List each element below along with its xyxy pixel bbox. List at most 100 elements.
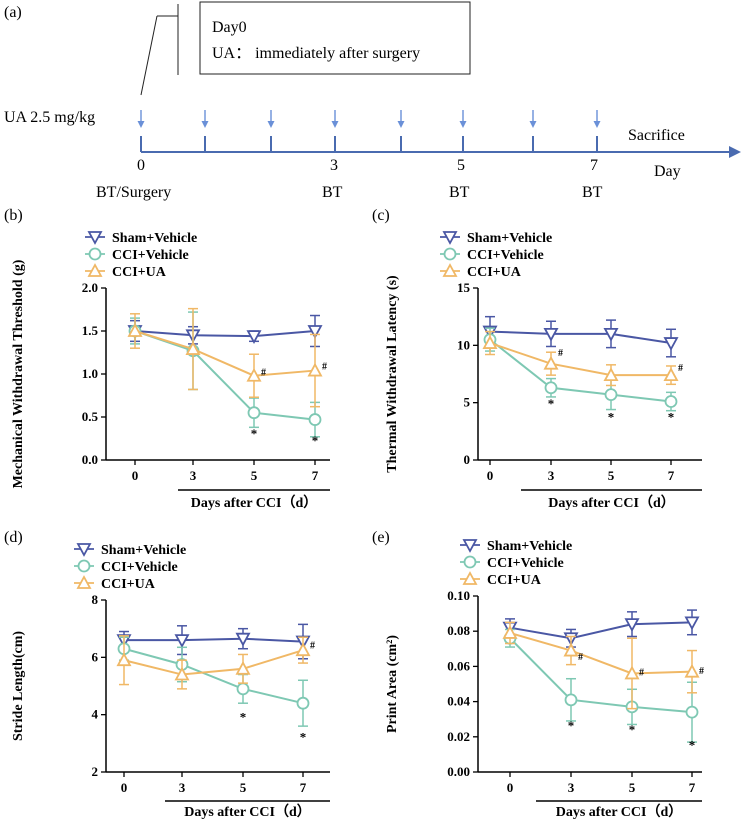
significance-hash: #	[261, 367, 266, 378]
legend-item: CCI+UA	[440, 263, 522, 280]
y-tick-label: 0.08	[447, 623, 470, 638]
data-point	[664, 395, 678, 408]
dose-arrow-head	[267, 121, 275, 128]
legend-item: Sham+Vehicle	[460, 539, 572, 554]
legend-label: CCI+Vehicle	[487, 556, 564, 571]
x-tick-label: 7	[312, 468, 319, 483]
series-cci-ua	[127, 307, 323, 408]
data-point	[307, 362, 323, 377]
legend-item: CCI+Vehicle	[74, 559, 178, 575]
y-tick-label: 0.02	[447, 729, 470, 744]
tick-num-7: 7	[590, 157, 598, 174]
data-point	[236, 682, 250, 696]
data-point	[624, 665, 640, 680]
legend-marker	[87, 263, 103, 277]
dose-label: UA 2.5 mg/kg	[4, 109, 95, 126]
tick-bt-3: BT	[322, 184, 343, 201]
y-tick-label: 0.00	[447, 764, 470, 779]
legend-label: Sham+Vehicle	[467, 231, 552, 246]
significance-hash: #	[639, 668, 644, 679]
callout-line-diagonal	[140, 15, 158, 96]
significance-hash: #	[558, 348, 563, 359]
series-line	[509, 631, 693, 675]
series-line	[509, 637, 693, 714]
legend-item: CCI+Vehicle	[460, 555, 564, 571]
chart-panel-3: (d) 2 4 6 8 0 3 5 7 Stride Length(cm) Days after C…	[4, 529, 330, 820]
data-point	[246, 330, 262, 345]
legend-item: CCI+Vehicle	[85, 247, 189, 263]
x-tick-label: 5	[629, 780, 636, 795]
tick-num-0: 0	[137, 157, 145, 174]
data-point	[116, 652, 132, 667]
dose-arrow-icon	[201, 110, 209, 128]
data-point	[604, 388, 618, 402]
legend-marker	[77, 559, 91, 573]
data-point	[235, 660, 251, 675]
y-axis-label: Print Area (cm²)	[385, 635, 400, 733]
series-line	[509, 621, 693, 640]
data-point	[295, 642, 311, 657]
x-tick-label: 0	[487, 468, 494, 483]
data-point	[544, 381, 558, 395]
dose-arrow-icon	[459, 110, 467, 128]
dose-arrow-head	[593, 121, 601, 128]
panel-a-label: (a)	[4, 4, 22, 21]
data-point	[307, 325, 323, 339]
data-point	[563, 642, 579, 657]
data-point	[624, 618, 640, 633]
x-tick-label: 3	[179, 780, 186, 795]
data-point	[603, 367, 619, 382]
series-line	[134, 330, 316, 338]
series-line	[489, 342, 671, 377]
y-tick-label: 0.06	[447, 658, 470, 673]
series-line	[123, 649, 304, 676]
timeline-ticks	[140, 136, 598, 152]
series-line	[489, 330, 672, 345]
data-point	[308, 413, 322, 426]
y-axis-label: Stride Length(cm)	[11, 631, 26, 741]
data-point	[502, 625, 518, 639]
data-point	[185, 341, 201, 355]
legend-marker	[442, 231, 458, 245]
data-point	[247, 406, 261, 420]
series-cci-vehicle	[117, 636, 310, 727]
series-line	[123, 647, 304, 705]
series-cci-vehicle	[503, 628, 699, 743]
y-axis-label: Mechanical Withdrawal Threshold (g)	[11, 259, 26, 488]
dose-arrow-icon	[529, 110, 537, 128]
significance-star: *	[668, 410, 675, 425]
series-line	[124, 637, 304, 643]
legend-label: CCI+UA	[101, 577, 156, 592]
legend-label: CCI+Vehicle	[467, 248, 544, 263]
data-point	[246, 367, 262, 382]
x-tick-label: 7	[668, 468, 675, 483]
y-tick-label: 6	[92, 649, 99, 664]
day-label: Day	[654, 163, 681, 180]
x-axis-label: Days after CCI（d）	[556, 804, 683, 820]
significance-star: *	[629, 722, 636, 737]
legend-marker	[76, 575, 92, 589]
legend-item: CCI+UA	[74, 575, 156, 592]
y-tick-label: 1.0	[82, 366, 98, 381]
y-tick-label: 2.0	[82, 280, 98, 295]
series-sham-vehicle	[502, 609, 700, 648]
legend-label: CCI+UA	[112, 265, 167, 280]
data-point	[235, 632, 251, 647]
significance-hash: #	[322, 361, 327, 372]
timeline-arrow-head	[729, 146, 741, 158]
legend-label: Sham+Vehicle	[112, 231, 197, 246]
x-tick-label: 7	[300, 780, 307, 795]
legend-label: CCI+Vehicle	[101, 560, 178, 575]
significance-star: *	[240, 710, 247, 725]
significance-star: *	[608, 410, 615, 425]
panel-label: (d)	[4, 529, 23, 546]
y-tick-label: 15	[457, 280, 471, 295]
chart-panel-2: (c) 0 5 10 15 0 3 5 7 Thermal Withdrawal Latency …	[372, 207, 702, 511]
series-cci-vehicle	[128, 311, 322, 438]
data-point	[543, 327, 559, 342]
dose-arrow-head	[397, 121, 405, 128]
x-tick-label: 3	[548, 468, 555, 483]
x-tick-label: 3	[568, 780, 575, 795]
legend-label: Sham+Vehicle	[101, 543, 186, 558]
significance-star: *	[300, 730, 307, 745]
